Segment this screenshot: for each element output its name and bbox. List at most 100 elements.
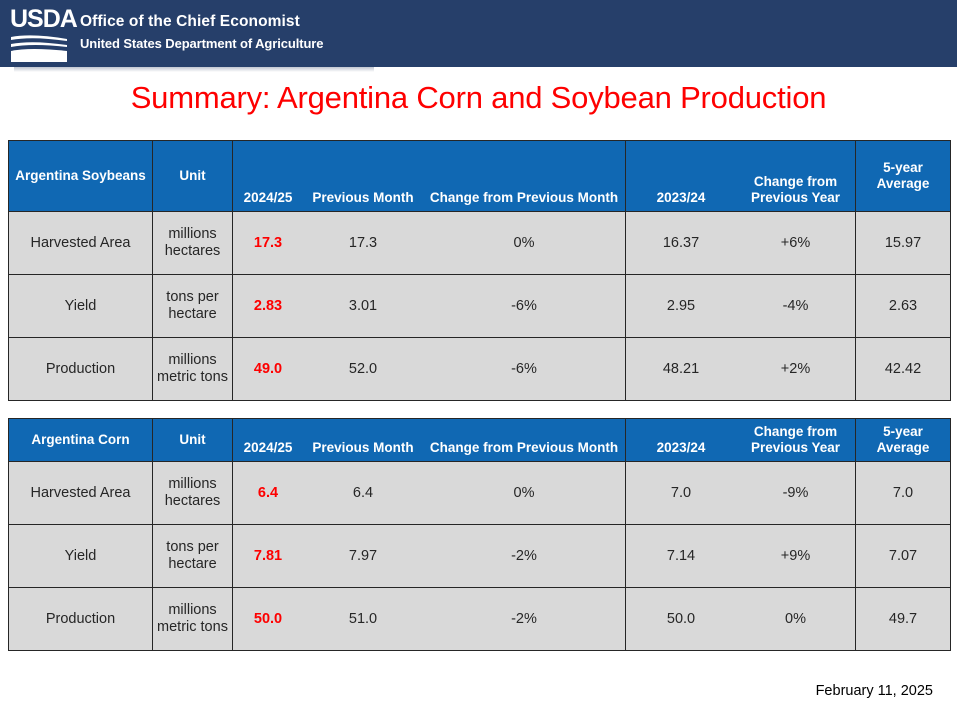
soybeans-change-prev-year-value: +6% bbox=[780, 234, 811, 251]
corn-current-year-header: 2024/25 bbox=[243, 440, 293, 455]
corn-change-prev-year-header: Change from Previous Year bbox=[750, 424, 841, 455]
argentina-corn-table: Argentina Corn Unit 2024/25 Previous Mon… bbox=[8, 418, 951, 651]
soybeans-prior-year-value: 16.37 bbox=[662, 234, 700, 251]
soybeans-unit-header: Unit bbox=[152, 140, 233, 212]
corn-row-unit: millions metric tons bbox=[152, 587, 233, 651]
soybeans-change-prev-month-header: Change from Previous Month bbox=[429, 190, 619, 205]
corn-prior-year-value: 7.0 bbox=[670, 484, 692, 501]
corn-five-year-avg-value: 7.07 bbox=[855, 524, 951, 588]
corn-five-year-avg-value: 7.0 bbox=[855, 461, 951, 525]
banner-office-title: Office of the Chief Economist bbox=[80, 13, 300, 30]
soybeans-current-value: 49.0 bbox=[253, 360, 283, 377]
soybeans-five-year-avg-value: 2.63 bbox=[855, 274, 951, 338]
soybeans-previous-month-value: 17.3 bbox=[348, 234, 378, 251]
corn-month-group-header: 2024/25 Previous Month Change from Previ… bbox=[232, 418, 626, 462]
banner-department-subtitle: United States Department of Agriculture bbox=[80, 36, 324, 51]
corn-current-value: 50.0 bbox=[253, 610, 283, 627]
corn-five-year-avg-value: 49.7 bbox=[855, 587, 951, 651]
corn-current-value: 6.4 bbox=[257, 484, 279, 501]
soybeans-row-month-values: 17.3 17.3 0% bbox=[232, 211, 626, 275]
soybeans-row-unit: millions hectares bbox=[152, 211, 233, 275]
corn-row-item: Yield bbox=[8, 524, 153, 588]
soybeans-row-month-values: 2.83 3.01 -6% bbox=[232, 274, 626, 338]
usda-banner: USDA Office of the Chief Economist Unite… bbox=[0, 0, 957, 67]
corn-previous-month-value: 6.4 bbox=[352, 484, 374, 501]
banner-content: USDA Office of the Chief Economist Unite… bbox=[8, 6, 323, 62]
corn-row-month-values: 7.81 7.97 -2% bbox=[232, 524, 626, 588]
corn-row-item: Harvested Area bbox=[8, 461, 153, 525]
corn-row-item: Production bbox=[8, 587, 153, 651]
soybeans-change-prev-month-value: -6% bbox=[511, 360, 537, 377]
corn-change-prev-month-value: 0% bbox=[513, 484, 535, 501]
soybeans-current-value: 2.83 bbox=[253, 297, 283, 314]
usda-swoosh-icon bbox=[11, 35, 67, 62]
table-row: Production millions metric tons 50.0 51.… bbox=[8, 587, 951, 651]
table-row: Harvested Area millions hectares 17.3 17… bbox=[8, 211, 951, 275]
page-title: Summary: Argentina Corn and Soybean Prod… bbox=[130, 80, 827, 115]
corn-row-unit: tons per hectare bbox=[152, 524, 233, 588]
corn-prior-year-value: 50.0 bbox=[666, 610, 696, 627]
corn-change-prev-year-value: 0% bbox=[785, 610, 806, 627]
soybeans-previous-month-value: 3.01 bbox=[348, 297, 378, 314]
soybeans-change-prev-year-value: -4% bbox=[782, 297, 809, 314]
corn-row-year-values: 7.0 -9% bbox=[625, 461, 856, 525]
corn-prior-year-header: 2023/24 bbox=[656, 440, 706, 455]
soybeans-prior-year-value: 48.21 bbox=[662, 360, 700, 377]
soybeans-row-item: Production bbox=[8, 337, 153, 401]
banner-drop-shadow bbox=[14, 67, 374, 72]
corn-row-unit: millions hectares bbox=[152, 461, 233, 525]
soybeans-change-prev-month-value: -6% bbox=[511, 297, 537, 314]
usda-logo: USDA bbox=[8, 6, 78, 62]
soybeans-row-month-values: 49.0 52.0 -6% bbox=[232, 337, 626, 401]
corn-change-prev-month-value: -2% bbox=[511, 547, 537, 564]
soybeans-row-year-values: 2.95 -4% bbox=[625, 274, 856, 338]
corn-commodity-header: Argentina Corn bbox=[8, 418, 153, 462]
soybeans-row-item: Yield bbox=[8, 274, 153, 338]
soybeans-five-year-avg-header: 5-year Average bbox=[855, 140, 951, 212]
soybeans-row-item: Harvested Area bbox=[8, 211, 153, 275]
corn-row-year-values: 7.14 +9% bbox=[625, 524, 856, 588]
table-row: Harvested Area millions hectares 6.4 6.4… bbox=[8, 461, 951, 525]
corn-row-year-values: 50.0 0% bbox=[625, 587, 856, 651]
soybeans-five-year-avg-value: 15.97 bbox=[855, 211, 951, 275]
soybeans-row-unit: tons per hectare bbox=[152, 274, 233, 338]
soybeans-change-prev-year-value: +2% bbox=[780, 360, 811, 377]
soybeans-change-prev-year-header: Change from Previous Year bbox=[750, 174, 841, 205]
soybeans-table-head: Argentina Soybeans Unit 2024/25 Previous… bbox=[8, 140, 951, 212]
soybeans-change-prev-month-value: 0% bbox=[513, 234, 535, 251]
corn-five-year-avg-header: 5-year Average bbox=[855, 418, 951, 462]
banner-text-block: Office of the Chief Economist United Sta… bbox=[80, 6, 323, 53]
corn-year-group-header: 2023/24 Change from Previous Year bbox=[625, 418, 856, 462]
corn-previous-month-value: 51.0 bbox=[348, 610, 378, 627]
slide-date: February 11, 2025 bbox=[815, 683, 933, 699]
soybeans-previous-month-header: Previous Month bbox=[312, 190, 414, 205]
corn-header-row: Argentina Corn Unit 2024/25 Previous Mon… bbox=[8, 418, 951, 462]
usda-wordmark: USDA bbox=[10, 5, 78, 33]
soybeans-row-unit: millions metric tons bbox=[152, 337, 233, 401]
corn-unit-header: Unit bbox=[152, 418, 233, 462]
corn-row-month-values: 50.0 51.0 -2% bbox=[232, 587, 626, 651]
soybeans-five-year-avg-value: 42.42 bbox=[855, 337, 951, 401]
table-row: Yield tons per hectare 2.83 3.01 -6% 2.9… bbox=[8, 274, 951, 338]
soybeans-current-value: 17.3 bbox=[253, 234, 283, 251]
corn-prior-year-value: 7.14 bbox=[666, 547, 696, 564]
corn-table-head: Argentina Corn Unit 2024/25 Previous Mon… bbox=[8, 418, 951, 462]
corn-previous-month-header: Previous Month bbox=[312, 440, 414, 455]
table-row: Production millions metric tons 49.0 52.… bbox=[8, 337, 951, 401]
corn-current-value: 7.81 bbox=[253, 547, 283, 564]
soybeans-year-group-header: 2023/24 Change from Previous Year bbox=[625, 140, 856, 212]
corn-change-prev-month-value: -2% bbox=[511, 610, 537, 627]
soybeans-commodity-header: Argentina Soybeans bbox=[8, 140, 153, 212]
argentina-soybeans-table: Argentina Soybeans Unit 2024/25 Previous… bbox=[8, 140, 951, 401]
soybeans-month-group-header: 2024/25 Previous Month Change from Previ… bbox=[232, 140, 626, 212]
corn-row-month-values: 6.4 6.4 0% bbox=[232, 461, 626, 525]
soybeans-row-year-values: 16.37 +6% bbox=[625, 211, 856, 275]
soybeans-previous-month-value: 52.0 bbox=[348, 360, 378, 377]
soybeans-table-body: Harvested Area millions hectares 17.3 17… bbox=[8, 211, 951, 401]
table-row: Yield tons per hectare 7.81 7.97 -2% 7.1… bbox=[8, 524, 951, 588]
soybeans-prior-year-header: 2023/24 bbox=[656, 190, 706, 205]
corn-change-prev-month-header: Change from Previous Month bbox=[429, 440, 619, 455]
corn-change-prev-year-value: -9% bbox=[782, 484, 809, 501]
soybeans-row-year-values: 48.21 +2% bbox=[625, 337, 856, 401]
soybeans-header-row: Argentina Soybeans Unit 2024/25 Previous… bbox=[8, 140, 951, 212]
